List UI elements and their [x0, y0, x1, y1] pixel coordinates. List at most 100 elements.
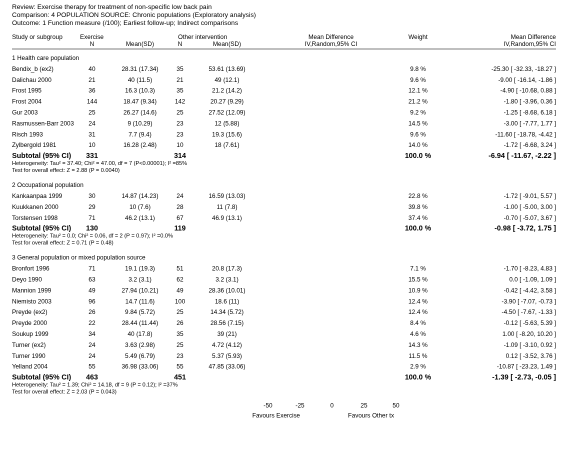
study-name: Rasmussen-Barr 2003 — [12, 120, 74, 127]
exercise-n: 71 — [89, 215, 96, 222]
study-weight: 9.8 % — [410, 66, 426, 73]
subtotal-label: Subtotal (95% CI) — [12, 151, 72, 160]
exercise-mean-sd: 16.3 (10.3) — [125, 88, 155, 95]
exercise-mean-sd: 19.1 (19.3) — [125, 266, 155, 273]
exercise-mean-sd: 27.94 (10.21) — [122, 287, 159, 294]
other-n: 25 — [177, 342, 184, 349]
col-study: Study or subgroup — [12, 34, 63, 41]
exercise-mean-sd: 26.27 (14.6) — [123, 110, 156, 117]
other-n: 21 — [177, 77, 184, 84]
study-name: Turner 1990 — [12, 353, 46, 360]
x-tick-label: -50 — [264, 403, 274, 410]
study-name: Mannion 1999 — [12, 287, 52, 294]
study-name: Deyo 1990 — [12, 277, 42, 284]
study-ci: -0.12 [ -5.63, 5.39 ] — [504, 320, 557, 327]
other-n: 67 — [177, 215, 184, 222]
group-title: 3 General population or mixed population… — [12, 255, 146, 262]
other-mean-sd: 27.52 (12.09) — [209, 110, 246, 117]
other-n: 24 — [177, 193, 184, 200]
study-name: Gur 2003 — [12, 110, 38, 117]
col-exercise: Exercise — [80, 34, 104, 41]
favours-left-label: Favours Exercise — [252, 413, 300, 420]
study-name: Turner (ex2) — [12, 342, 46, 349]
exercise-mean-sd: 16.28 (2.48) — [123, 142, 156, 149]
exercise-n: 40 — [89, 66, 96, 73]
overall-effect-text: Test for overall effect: Z = 2.03 (P = 0… — [12, 390, 117, 396]
other-mean-sd: 18.6 (11) — [215, 298, 239, 305]
subtotal-exercise-n: 130 — [86, 224, 98, 233]
col-md-method: IV,Random,95% CI — [305, 41, 358, 48]
study-weight: 15.5 % — [408, 277, 428, 284]
rows-layer: 1 Health care population Bendix_b (ex2) 40… — [12, 55, 556, 396]
other-n: 62 — [177, 277, 184, 284]
exercise-mean-sd: 9 (10.29) — [128, 120, 153, 127]
study-weight: 11.5 % — [409, 353, 428, 360]
exercise-n: 71 — [89, 266, 96, 273]
study-ci: 0.0 [ -1.09, 1.09 ] — [509, 277, 556, 284]
other-mean-sd: 53.61 (13.69) — [209, 66, 246, 73]
study-ci: -1.80 [ -3.96, 0.36 ] — [504, 99, 557, 106]
other-n: 51 — [177, 266, 184, 273]
study-weight: 14.0 % — [408, 142, 428, 149]
study-name: Soukup 1999 — [12, 331, 49, 338]
other-mean-sd: 3.2 (3.1) — [215, 277, 238, 284]
exercise-mean-sd: 14.87 (14.23) — [122, 193, 159, 200]
exercise-mean-sd: 36.98 (33.06) — [122, 364, 159, 371]
other-n: 100 — [175, 298, 186, 305]
other-n: 25 — [177, 309, 184, 316]
x-tick-label: 25 — [361, 403, 368, 410]
study-weight: 4.6 % — [410, 331, 426, 338]
subtotal-ci: -0.98 [ -3.72, 1.75 ] — [494, 224, 556, 233]
col-exercise-mean: Mean(SD) — [126, 41, 154, 48]
other-mean-sd: 20.27 (9.29) — [210, 99, 243, 106]
x-tick-label: 0 — [330, 403, 334, 410]
other-mean-sd: 49 (12.1) — [215, 77, 240, 84]
study-weight: 37.4 % — [408, 215, 428, 222]
study-ci: -11.60 [ -18.78, -4.42 ] — [495, 131, 556, 138]
exercise-n: 96 — [89, 298, 96, 305]
exercise-n: 22 — [89, 320, 96, 327]
study-name: Preyde (ex2) — [12, 309, 47, 316]
study-name: Dalichau 2000 — [12, 77, 52, 84]
exercise-n: 10 — [89, 142, 96, 149]
subtotal-weight: 100.0 % — [405, 373, 432, 382]
study-name: Bronfort 1996 — [12, 266, 50, 273]
col-other: Other intervention — [178, 34, 228, 41]
study-name: Risch 1993 — [12, 131, 44, 138]
study-ci: -3.90 [ -7.07, -0.73 ] — [502, 298, 557, 305]
x-tick-label: 50 — [393, 403, 400, 410]
other-mean-sd: 16.59 (13.03) — [209, 193, 246, 200]
study-name: Kuukkanen 2000 — [12, 204, 59, 211]
other-n: 35 — [177, 331, 184, 338]
exercise-n: 30 — [89, 193, 96, 200]
other-n: 55 — [177, 364, 184, 371]
favours-right-label: Favours Other tx — [348, 413, 395, 420]
exercise-n: 63 — [89, 277, 96, 284]
study-ci: -1.70 [ -8.23, 4.83 ] — [504, 266, 557, 273]
col-md-title-2: Mean Difference — [511, 34, 557, 41]
subtotal-ci: -6.94 [ -11.67, -2.22 ] — [488, 151, 556, 160]
exercise-mean-sd: 3.2 (3.1) — [128, 277, 151, 284]
subtotal-exercise-n: 331 — [86, 151, 98, 160]
study-name: Zylbergold 1981 — [12, 142, 57, 149]
subtotal-label: Subtotal (95% CI) — [12, 224, 72, 233]
subtotal-weight: 100.0 % — [405, 151, 432, 160]
other-n: 35 — [177, 66, 184, 73]
exercise-mean-sd: 7.7 (9.4) — [128, 131, 151, 138]
study-name: Preyde 2000 — [12, 320, 48, 327]
subtotal-ci: -1.39 [ -2.73, -0.05 ] — [492, 373, 556, 382]
study-ci: -4.50 [ -7.67, -1.33 ] — [502, 309, 557, 316]
other-mean-sd: 11 (7.8) — [217, 204, 238, 211]
other-n: 26 — [177, 320, 184, 327]
study-ci: -1.72 [ -6.68, 3.24 ] — [504, 142, 557, 149]
exercise-mean-sd: 46.2 (13.1) — [125, 215, 155, 222]
exercise-n: 34 — [89, 331, 96, 338]
study-name: Torstensen 1998 — [12, 215, 58, 222]
other-mean-sd: 20.8 (17.3) — [212, 266, 242, 273]
study-ci: 0.12 [ -3.52, 3.76 ] — [506, 353, 557, 360]
heterogeneity-text: Heterogeneity: Tau² = 0.0; Chi² = 0.06, … — [12, 234, 173, 240]
exercise-n: 25 — [89, 110, 96, 117]
study-weight: 39.8 % — [408, 204, 428, 211]
study-ci: -1.00 [ -5.00, 3.00 ] — [504, 204, 557, 211]
study-weight: 12.4 % — [408, 309, 428, 316]
